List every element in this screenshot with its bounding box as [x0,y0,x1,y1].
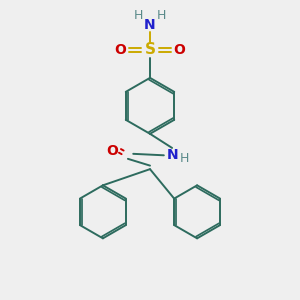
Text: N: N [144,18,156,32]
Text: O: O [115,43,127,57]
Text: H: H [180,152,189,165]
Text: O: O [106,144,118,158]
Text: S: S [145,42,155,57]
Text: H: H [157,9,166,22]
Text: O: O [173,43,185,57]
Text: H: H [134,9,143,22]
Text: N: N [166,148,178,162]
